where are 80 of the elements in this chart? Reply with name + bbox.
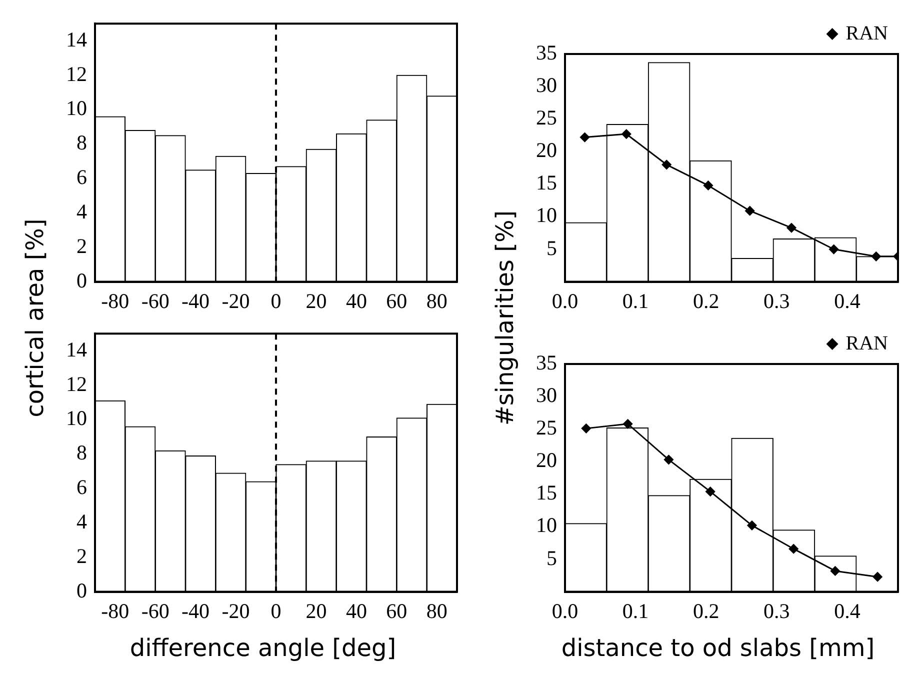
x-tick-label: -40 <box>182 598 210 623</box>
point <box>623 419 633 429</box>
y-tick-label: 5 <box>546 546 557 570</box>
x-tick-label: 0.3 <box>764 598 790 623</box>
x-tick-label: 0.4 <box>834 598 861 623</box>
legend-label: RAN <box>846 332 888 354</box>
x-tick-label: 20 <box>306 598 327 623</box>
y-tick-label: 10 <box>536 203 557 228</box>
y-tick-label: 30 <box>536 383 557 408</box>
x-tick-label: -80 <box>101 288 130 313</box>
y-tick-label: 6 <box>76 165 87 190</box>
y-tick-label: 25 <box>536 106 557 130</box>
y-axis-title: cortical area [%] <box>21 218 49 418</box>
x-tick-label: 0 <box>270 598 282 623</box>
y-tick-label: 30 <box>536 73 557 98</box>
x-tick-label: 80 <box>426 598 448 623</box>
x-tick-label: -20 <box>222 598 250 623</box>
y-axis-title: #singularities [%] <box>491 210 519 426</box>
x-tick-label: 60 <box>386 288 408 313</box>
point <box>747 520 757 530</box>
x-tick-label: 0.0 <box>552 598 578 623</box>
y-tick-label: 0 <box>76 578 87 602</box>
point <box>872 572 882 582</box>
point <box>664 454 674 464</box>
y-tick-label: 2 <box>76 544 87 568</box>
y-tick-label: 12 <box>66 62 87 86</box>
point <box>706 486 716 496</box>
point <box>662 160 672 170</box>
y-tick-label: 0 <box>76 268 87 292</box>
y-tick-label: 35 <box>536 40 557 65</box>
x-tick-label: 0.3 <box>764 288 790 313</box>
y-tick-label: 5 <box>546 236 557 260</box>
x-tick-label: -20 <box>222 288 250 313</box>
x-tick-label: 60 <box>386 598 408 623</box>
y-tick-label: 15 <box>536 170 557 195</box>
point <box>745 206 755 216</box>
y-tick-label: 6 <box>76 475 87 500</box>
y-tick-label: 20 <box>536 448 557 472</box>
point <box>581 424 591 434</box>
x-tick-label: 0.2 <box>692 288 720 313</box>
x-tick-label: 80 <box>426 288 448 313</box>
point <box>830 566 840 576</box>
x-tick-label: -60 <box>141 288 170 313</box>
y-tick-label: 4 <box>76 509 88 534</box>
x-tick-label: 40 <box>346 598 367 623</box>
x-tick-label: 0.1 <box>622 288 649 313</box>
y-tick-label: 4 <box>76 199 88 224</box>
x-tick-label: 0.1 <box>622 598 649 623</box>
x-tick-label: 0.0 <box>552 288 578 313</box>
y-tick-label: 10 <box>66 406 87 430</box>
y-tick-label: 8 <box>76 440 87 465</box>
x-tick-label: 20 <box>306 288 327 313</box>
y-tick-label: 20 <box>536 138 557 162</box>
x-tick-label: 0 <box>270 288 282 313</box>
y-tick-label: 14 <box>66 337 88 362</box>
y-tick-label: 2 <box>76 234 87 258</box>
x-tick-label: 40 <box>346 288 367 313</box>
point <box>786 223 796 233</box>
y-tick-label: 25 <box>536 416 557 440</box>
x-axis-title: difference angle [deg] <box>130 634 396 662</box>
x-tick-label: 0.2 <box>692 598 720 623</box>
point <box>580 132 590 142</box>
point <box>703 180 713 190</box>
point <box>829 244 839 254</box>
y-tick-label: 10 <box>66 96 87 120</box>
x-tick-label: -40 <box>182 288 210 313</box>
y-tick-label: 12 <box>66 372 87 396</box>
y-tick-label: 14 <box>66 27 88 52</box>
y-tick-label: 35 <box>536 350 557 375</box>
x-axis-title: distance to od slabs [mm] <box>561 634 875 662</box>
x-tick-label: 0.4 <box>834 288 861 313</box>
y-tick-label: 15 <box>536 480 557 505</box>
legend-label: RAN <box>846 22 888 44</box>
x-tick-label: -80 <box>101 598 130 623</box>
point <box>871 252 881 262</box>
y-tick-label: 10 <box>536 513 557 538</box>
y-tick-label: 8 <box>76 130 87 155</box>
x-tick-label: -60 <box>141 598 170 623</box>
point <box>622 129 632 139</box>
point <box>788 544 798 554</box>
